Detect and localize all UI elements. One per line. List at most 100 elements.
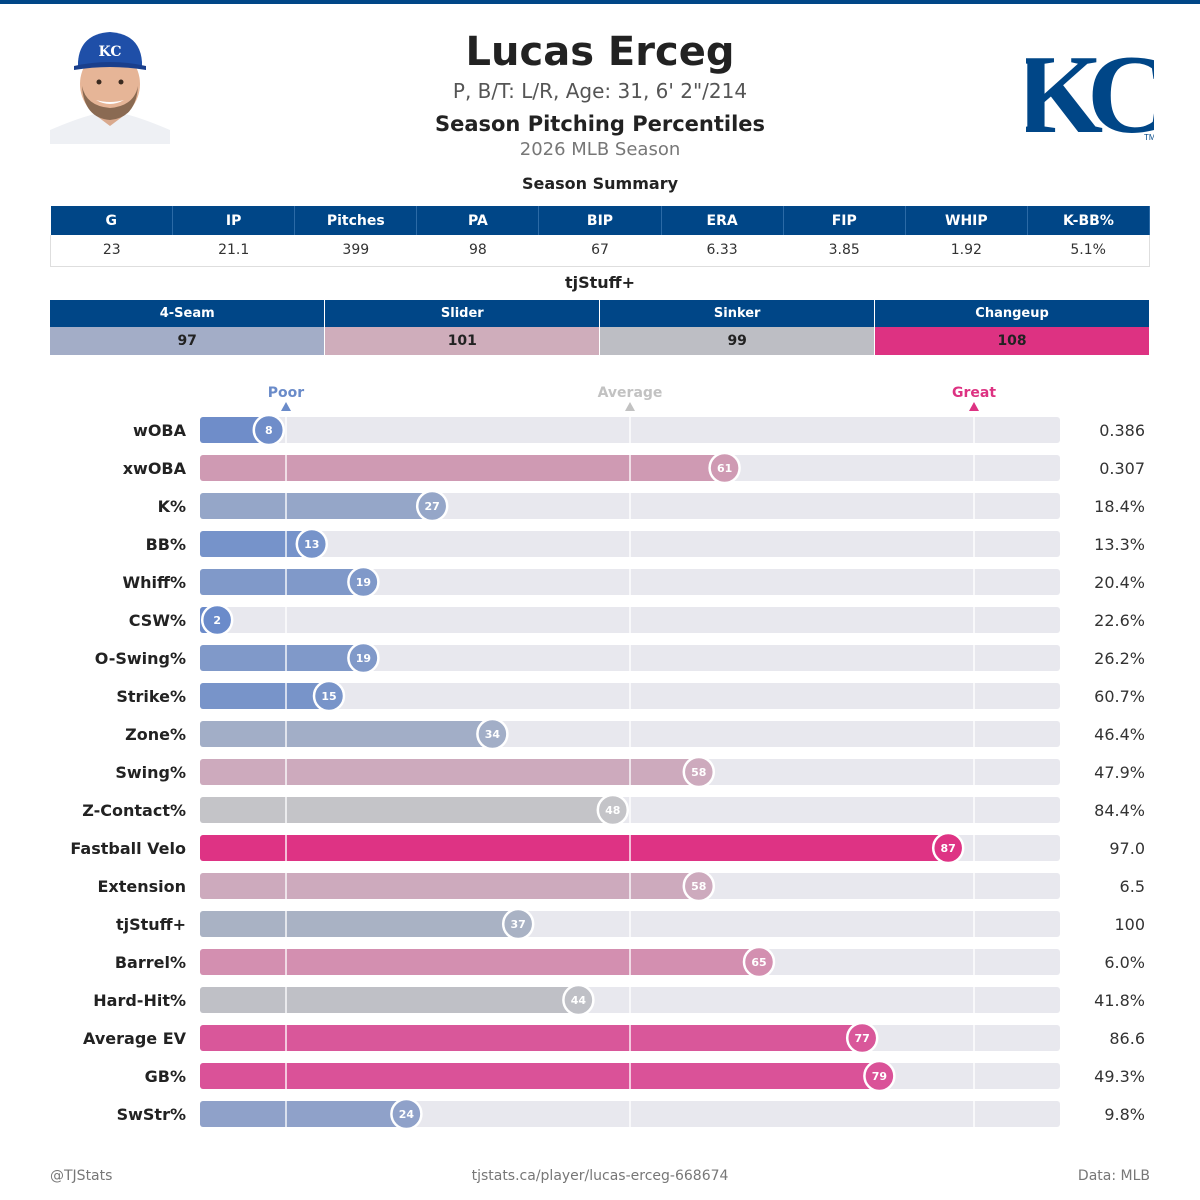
reference-label-average: Average	[598, 385, 663, 401]
metric-label: Whiff%	[122, 573, 186, 592]
percentile-label: 34	[485, 728, 501, 741]
summary-header-cell: K-BB%	[1027, 206, 1151, 235]
summary-value-cell: 23	[50, 235, 173, 267]
percentile-label: 79	[872, 1070, 887, 1083]
tjstuff-pitch-name: 4-Seam	[50, 300, 326, 327]
metric-value: 0.386	[1099, 421, 1145, 440]
percentile-bar	[200, 1101, 407, 1127]
percentile-marker	[476, 717, 509, 751]
percentile-bar	[200, 721, 493, 747]
reference-marker-poor	[281, 402, 291, 411]
summary-value-cell: 5.1%	[1027, 235, 1150, 267]
metric-label: GB%	[145, 1067, 186, 1086]
percentile-bar	[200, 645, 364, 671]
percentile-bar	[200, 797, 613, 823]
percentile-label: 19	[356, 576, 371, 589]
team-logo-text: KC	[1026, 33, 1154, 144]
percentile-label: 2	[213, 614, 221, 627]
headshot-cap-logo: KC	[99, 44, 122, 60]
footer-handle[interactable]: @TJStats	[50, 1168, 113, 1184]
percentile-label: 61	[717, 462, 732, 475]
metric-value: 22.6%	[1094, 611, 1145, 630]
summary-value-cell: 399	[294, 235, 417, 267]
metric-value: 9.8%	[1104, 1105, 1145, 1124]
summary-header-cell: ERA	[661, 206, 784, 235]
metric-label: xwOBA	[123, 459, 187, 478]
reference-label-great: Great	[952, 385, 996, 401]
percentile-label: 37	[511, 918, 526, 931]
metric-label: CSW%	[129, 611, 186, 630]
reference-marker-average	[625, 402, 635, 411]
team-logo: KC TM	[1016, 26, 1176, 157]
percentile-marker	[501, 907, 535, 941]
percentile-bar	[200, 683, 329, 709]
percentile-label: 15	[321, 690, 336, 703]
percentile-marker	[347, 641, 380, 675]
summary-header-cell: BIP	[538, 206, 662, 235]
percentile-marker	[415, 489, 449, 523]
percentile-marker	[562, 983, 595, 1017]
metric-label: Average EV	[83, 1029, 187, 1048]
metric-label: Barrel%	[115, 953, 186, 972]
metric-value: 26.2%	[1094, 649, 1145, 668]
metric-value: 20.4%	[1094, 573, 1145, 592]
summary-header-cell: PA	[416, 206, 540, 235]
footer-source: Data: MLB	[1077, 1168, 1150, 1184]
metric-label: SwStr%	[117, 1105, 186, 1124]
summary-value-cell: 6.33	[661, 235, 784, 267]
summary-value-cell: 1.92	[905, 235, 1028, 267]
metric-value: 41.8%	[1094, 991, 1145, 1010]
metric-value: 100	[1114, 915, 1145, 934]
footer-url[interactable]: tjstats.ca/player/lucas-erceg-668674	[471, 1168, 729, 1184]
summary-value-cell: 67	[538, 235, 662, 267]
metric-label: Swing%	[115, 763, 186, 782]
tjstuff-pitch-value: 101	[324, 327, 601, 355]
metric-label: Fastball Velo	[70, 839, 186, 858]
percentile-label: 8	[265, 424, 273, 437]
percentile-marker	[252, 413, 286, 447]
summary-header-cell: G	[50, 206, 174, 235]
player-bio: P, B/T: L/R, Age: 31, 6' 2"/214	[452, 79, 748, 103]
tjstuff-pitch-value: 108	[874, 327, 1150, 355]
metric-value: 86.6	[1109, 1029, 1145, 1048]
metric-value: 49.3%	[1094, 1067, 1145, 1086]
metric-value: 13.3%	[1094, 535, 1145, 554]
metric-value: 46.4%	[1094, 725, 1145, 744]
percentile-label: 48	[605, 804, 620, 817]
metric-value: 6.0%	[1104, 953, 1145, 972]
top-rule	[0, 0, 1200, 4]
header: Lucas Erceg P, B/T: L/R, Age: 31, 6' 2"/…	[200, 26, 1000, 162]
metric-value: 6.5	[1120, 877, 1145, 896]
percentile-marker	[200, 603, 234, 637]
percentile-label: 27	[425, 500, 440, 513]
season-summary-table: G IP Pitches PA BIP ERA FIP WHIP K-BB% 23 21.1 399…	[50, 206, 1151, 267]
tjstuff-pitch-value: 97	[50, 327, 326, 355]
percentile-marker	[312, 679, 346, 713]
percentile-label: 13	[304, 538, 319, 551]
percentile-label: 65	[751, 956, 766, 969]
metric-value: 97.0	[1109, 839, 1145, 858]
metric-label: K%	[158, 497, 186, 516]
metric-label: BB%	[146, 535, 186, 554]
percentile-label: 58	[691, 766, 706, 779]
report-title: Season Pitching Percentiles	[434, 112, 766, 136]
summary-title: Season Summary	[521, 174, 679, 193]
reference-marker-great	[969, 402, 979, 411]
percentile-marker	[390, 1097, 423, 1131]
tjstuff-pitch-name: Slider	[324, 300, 601, 327]
summary-header-cell: IP	[172, 206, 296, 235]
percentile-marker	[708, 451, 741, 485]
percentile-marker	[931, 831, 965, 865]
summary-header-row: G IP Pitches PA BIP ERA FIP WHIP K-BB%	[50, 206, 1151, 235]
svg-text:TM: TM	[1144, 133, 1154, 142]
percentile-bar	[200, 835, 949, 861]
metric-label: Strike%	[116, 687, 186, 706]
tjstuff-table: 4-Seam Slider Sinker Changeup 97 101 99 108	[50, 300, 1150, 355]
percentile-bar	[200, 1063, 880, 1089]
metric-value: 0.307	[1099, 459, 1145, 478]
summary-header-cell: FIP	[783, 206, 906, 235]
percentile-marker	[863, 1059, 896, 1093]
player-name: Lucas Erceg	[465, 29, 735, 75]
metric-label: Hard-Hit%	[93, 991, 186, 1010]
